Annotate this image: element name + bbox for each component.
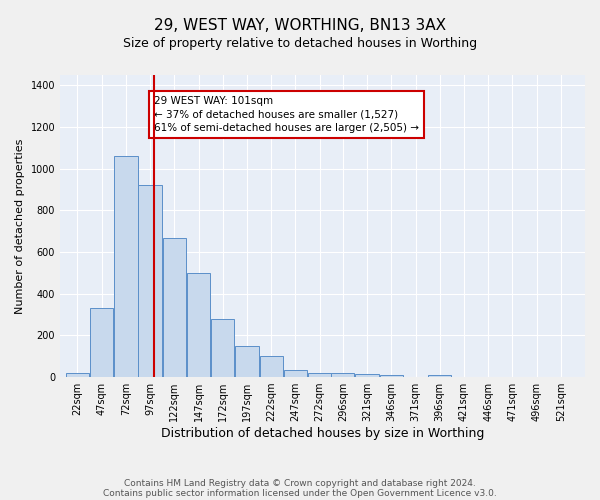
Bar <box>380 375 403 377</box>
Bar <box>114 156 137 377</box>
Text: Contains public sector information licensed under the Open Government Licence v3: Contains public sector information licen… <box>103 488 497 498</box>
X-axis label: Distribution of detached houses by size in Worthing: Distribution of detached houses by size … <box>161 427 484 440</box>
Text: 29, WEST WAY, WORTHING, BN13 3AX: 29, WEST WAY, WORTHING, BN13 3AX <box>154 18 446 32</box>
Bar <box>428 375 451 377</box>
Y-axis label: Number of detached properties: Number of detached properties <box>15 138 25 314</box>
Bar <box>235 346 259 377</box>
Bar <box>139 186 162 377</box>
Bar <box>187 273 210 377</box>
Bar <box>211 319 235 377</box>
Bar <box>308 373 331 377</box>
Bar <box>331 373 355 377</box>
Text: 29 WEST WAY: 101sqm
← 37% of detached houses are smaller (1,527)
61% of semi-det: 29 WEST WAY: 101sqm ← 37% of detached ho… <box>154 96 419 132</box>
Bar <box>284 370 307 377</box>
Bar <box>163 238 186 377</box>
Bar <box>355 374 379 377</box>
Bar <box>66 373 89 377</box>
Bar <box>260 356 283 377</box>
Bar <box>90 308 113 377</box>
Text: Contains HM Land Registry data © Crown copyright and database right 2024.: Contains HM Land Registry data © Crown c… <box>124 478 476 488</box>
Text: Size of property relative to detached houses in Worthing: Size of property relative to detached ho… <box>123 38 477 51</box>
